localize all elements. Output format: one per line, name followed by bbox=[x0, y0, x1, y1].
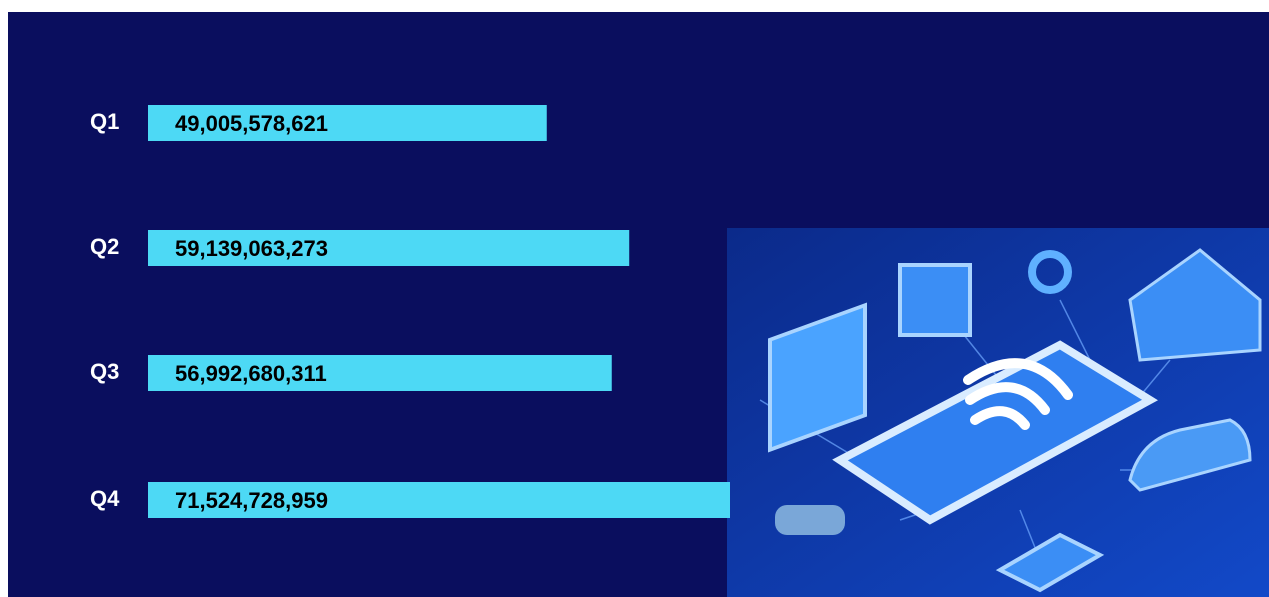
bar bbox=[148, 482, 730, 518]
category-label: Q1 bbox=[90, 109, 119, 134]
value-label: 56,992,680,311 bbox=[175, 361, 327, 386]
bar bbox=[148, 105, 547, 141]
category-label: Q2 bbox=[90, 234, 119, 259]
bar bbox=[148, 230, 630, 266]
value-label: 71,524,728,959 bbox=[175, 488, 328, 513]
category-label: Q4 bbox=[90, 486, 120, 511]
bar bbox=[148, 355, 612, 391]
value-label: 49,005,578,621 bbox=[175, 111, 328, 136]
value-label: 59,139,063,273 bbox=[175, 236, 328, 261]
illustration bbox=[727, 228, 1269, 597]
category-label: Q3 bbox=[90, 359, 119, 384]
